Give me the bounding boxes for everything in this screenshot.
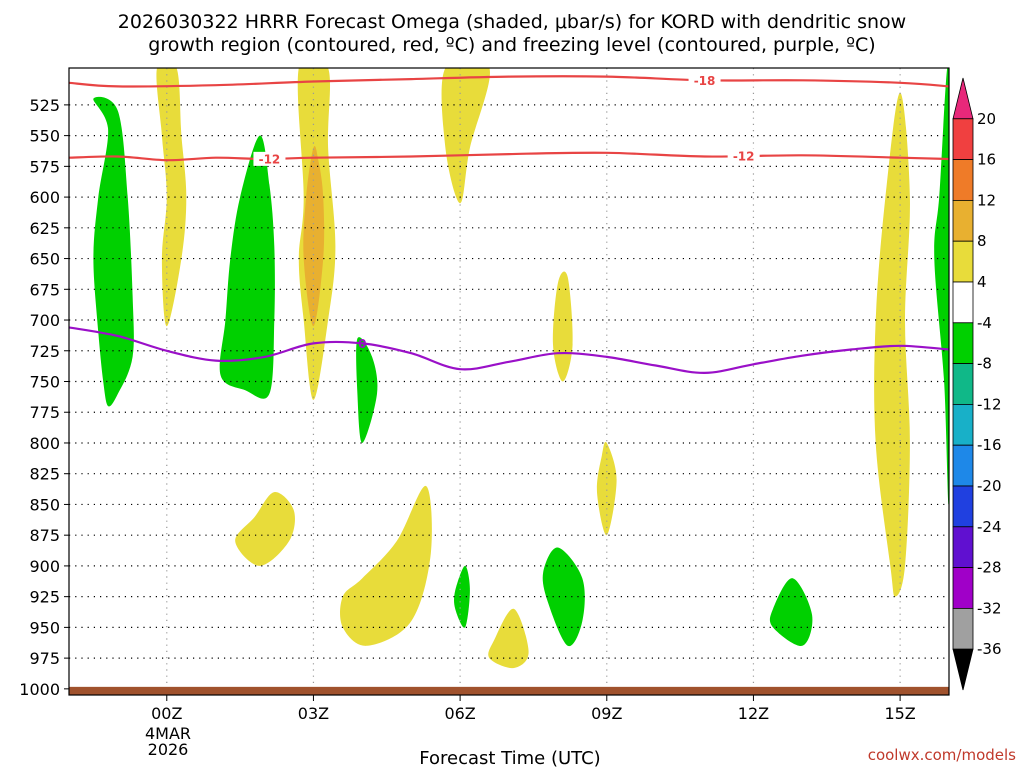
- freezing-level-line: [69, 326, 949, 375]
- x-axis-title: Forecast Time (UTC): [419, 748, 600, 768]
- x-tick-label-06Z: 06Z: [444, 704, 475, 723]
- y-tick-label-925: 925: [29, 588, 60, 607]
- dgz-label-minus12-a-bg: [253, 151, 286, 166]
- y-tick-label-675: 675: [29, 280, 60, 299]
- colorbar-box-5: [952, 281, 974, 324]
- dgz-label-minus18: -18: [694, 74, 716, 88]
- dgz-label-minus12-b: -12: [733, 150, 755, 164]
- y-tick-label-1000: 1000: [19, 680, 60, 699]
- y-tick-label-950: 950: [29, 618, 60, 637]
- grid-layer: [69, 68, 949, 695]
- colorbar-box-1: [952, 118, 974, 161]
- colorbar-label-4: 4: [977, 273, 987, 291]
- colorbar-box-4: [952, 240, 974, 283]
- colorbar-box-12: [952, 567, 974, 609]
- colorbar: 20 16 12 8 4 -4 -8 -12 -16 -20 -24 -28 -32 -36: [952, 77, 1002, 691]
- colorbar-label-8: -16: [977, 436, 1002, 454]
- ground-surface-bar: [69, 686, 949, 695]
- x-tick-label-12Z: 12Z: [738, 704, 769, 723]
- omega-negative-region-1: [219, 135, 275, 399]
- colorbar-top-triangle: [952, 77, 974, 120]
- colorbar-box-10: [952, 485, 974, 528]
- y-tick-label-800: 800: [29, 434, 60, 453]
- colorbar-box-7: [952, 363, 974, 405]
- colorbar-box-2: [952, 159, 974, 201]
- y-tick-label-850: 850: [29, 495, 60, 514]
- y-tick-label-650: 650: [29, 250, 60, 269]
- dgz-label-minus18-bg: [688, 73, 721, 88]
- omega-positive-region-2: [156, 68, 187, 327]
- colorbar-label-0: 20: [977, 110, 996, 128]
- y-tick-label-875: 875: [29, 526, 60, 545]
- plot-area: -18 -12 -12 0: [69, 68, 949, 695]
- y-tick-label-575: 575: [29, 157, 60, 176]
- omega-positive-region-8: [596, 441, 617, 536]
- omega-positive-region-15: [874, 92, 910, 597]
- omega-positive-region-7: [552, 271, 573, 382]
- dgz-label-minus12-b-bg: [727, 149, 760, 164]
- y-tick-label-600: 600: [29, 188, 60, 207]
- y-tick-label-725: 725: [29, 342, 60, 361]
- colorbar-label-7: -12: [977, 395, 1002, 413]
- plot-frame: [68, 67, 950, 696]
- dgz-label-minus12-a: -12: [259, 152, 281, 166]
- omega-positive-region-5: [441, 68, 490, 204]
- colorbar-box-11: [952, 526, 974, 568]
- omega-negative-region-0: [93, 96, 134, 407]
- chart-title-line1: 2026030322 HRRR Forecast Omega (shaded, …: [118, 11, 906, 33]
- x-axis-time: 00Z 03Z 06Z 09Z 12Z 15Z: [151, 695, 916, 723]
- dgz-contour-line-0: [69, 75, 949, 88]
- freezing-level-label: 0: [358, 337, 366, 351]
- y-tick-label-900: 900: [29, 557, 60, 576]
- colorbar-box-6: [952, 322, 974, 364]
- date-label-month: 4MAR: [145, 724, 191, 743]
- colorbar-box-8: [952, 403, 974, 446]
- y-tick-label-550: 550: [29, 127, 60, 146]
- credit-text: coolwx.com/models: [868, 746, 1016, 764]
- y-tick-label-825: 825: [29, 465, 60, 484]
- colorbar-label-5: -4: [977, 314, 992, 332]
- y-axis-pressure: 525 550 575 600 625 650 675 700 725 750 775 800 825 8…: [19, 96, 69, 699]
- colorbar-bottom-triangle: [952, 648, 974, 691]
- x-tick-label-00Z: 00Z: [151, 704, 182, 723]
- colorbar-label-9: -20: [977, 477, 1002, 495]
- colorbar-label-1: 16: [977, 151, 996, 169]
- omega-negative-region-16: [934, 68, 949, 505]
- x-tick-label-03Z: 03Z: [298, 704, 329, 723]
- colorbar-box-3: [952, 199, 974, 242]
- y-tick-label-975: 975: [29, 649, 60, 668]
- omega-negative-region-13: [542, 547, 585, 647]
- omega-positive-region-12: [488, 608, 529, 669]
- omega-negative-region-11: [454, 565, 470, 628]
- y-tick-label-525: 525: [29, 96, 60, 115]
- colorbar-box-13: [952, 608, 974, 650]
- x-tick-label-15Z: 15Z: [884, 704, 915, 723]
- colorbar-label-10: -24: [977, 518, 1002, 536]
- dgz-contour-line-1: [69, 151, 949, 162]
- colorbar-label-2: 12: [977, 191, 996, 209]
- colorbar-label-13: -36: [977, 640, 1002, 658]
- omega-positive-region-9: [235, 492, 295, 566]
- x-tick-label-09Z: 09Z: [591, 704, 622, 723]
- date-label-year: 2026: [148, 740, 189, 759]
- colorbar-label-3: 8: [977, 232, 987, 250]
- colorbar-box-9: [952, 444, 974, 487]
- y-tick-label-700: 700: [29, 311, 60, 330]
- chart-title-line2: growth region (contoured, red, ºC) and f…: [148, 34, 875, 56]
- contours-layer: -18 -12 -12 0: [69, 73, 949, 375]
- colorbar-label-6: -8: [977, 355, 992, 373]
- omega-negative-region-14: [769, 578, 813, 647]
- y-tick-label-775: 775: [29, 403, 60, 422]
- y-tick-label-625: 625: [29, 219, 60, 238]
- colorbar-label-12: -32: [977, 599, 1002, 617]
- omega-negative-region-6: [356, 337, 378, 443]
- colorbar-label-11: -28: [977, 559, 1002, 577]
- y-tick-label-750: 750: [29, 373, 60, 392]
